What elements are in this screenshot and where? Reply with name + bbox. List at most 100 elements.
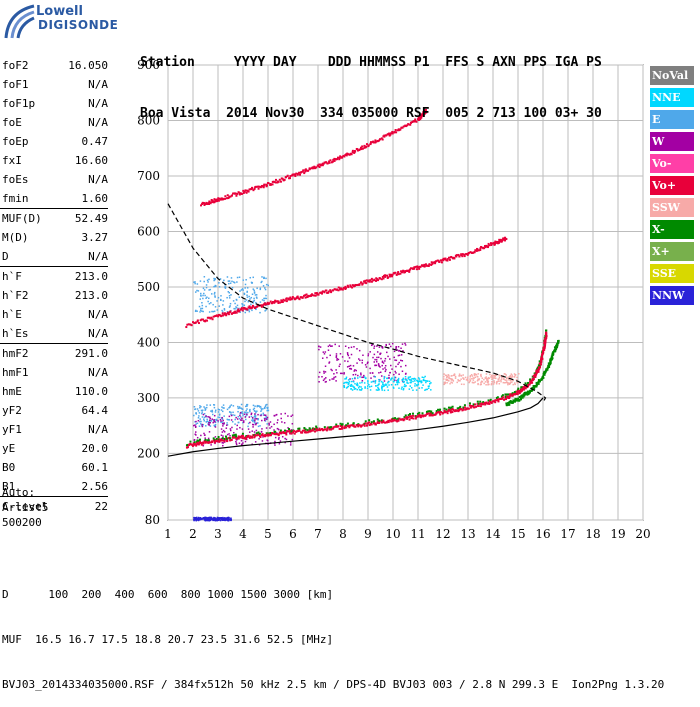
- trace-point: [224, 195, 227, 198]
- trace-point: [303, 429, 306, 432]
- trace-point: [212, 315, 215, 318]
- trace-point: [207, 202, 210, 205]
- trace-point: [223, 437, 226, 440]
- trace-point: [487, 401, 490, 404]
- trace-point: [392, 418, 395, 421]
- trace-point: [365, 282, 368, 285]
- echo-point: [204, 294, 206, 297]
- echo-point: [400, 354, 403, 356]
- echo-point: [235, 416, 237, 419]
- echo-point: [221, 421, 224, 423]
- echo-point: [396, 383, 399, 386]
- echo-point: [401, 370, 404, 373]
- trace-point: [364, 281, 367, 284]
- trace-point: [410, 121, 413, 124]
- y-tick-label: 900: [137, 58, 160, 72]
- echo-point: [222, 311, 224, 313]
- trace-point: [368, 279, 371, 282]
- param-name: h`F2: [2, 289, 29, 302]
- echo-point: [331, 345, 333, 347]
- echo-point: [213, 277, 215, 280]
- auto-program: Artist5: [2, 501, 49, 514]
- echo-point: [469, 379, 472, 382]
- trace-point: [437, 411, 440, 414]
- trace-point: [200, 443, 203, 446]
- echo-point: [195, 420, 197, 423]
- trace-point: [251, 186, 254, 189]
- trace-point: [228, 196, 231, 199]
- param-value: N/A: [88, 97, 108, 110]
- trace-point: [200, 318, 203, 321]
- echo-point: [459, 380, 461, 382]
- trace-point: [437, 408, 440, 411]
- trace-point: [353, 151, 356, 154]
- echo-point: [423, 379, 426, 382]
- param-separator: [0, 266, 108, 267]
- echo-point: [354, 377, 356, 380]
- echo-point: [226, 519, 229, 522]
- trace-point: [479, 405, 482, 408]
- trace-point: [505, 395, 508, 398]
- echo-point: [214, 421, 216, 423]
- trace-point: [332, 427, 335, 430]
- echo-point: [386, 351, 388, 354]
- trace-point: [463, 253, 466, 256]
- echo-point: [378, 346, 381, 348]
- echo-point: [252, 404, 255, 407]
- trace-point: [420, 414, 423, 417]
- trace-point: [339, 422, 342, 425]
- trace-point: [358, 283, 361, 286]
- echo-point: [378, 364, 380, 366]
- echo-point: [239, 412, 242, 414]
- trace-point: [414, 118, 417, 121]
- echo-point: [398, 381, 400, 384]
- echo-point: [367, 382, 369, 384]
- trace-point: [372, 422, 375, 425]
- trace-point: [243, 190, 246, 193]
- trace-point: [431, 262, 434, 265]
- trace-point: [326, 291, 329, 294]
- echo-point: [508, 383, 511, 385]
- echo-point: [363, 374, 365, 377]
- echo-point: [219, 418, 222, 421]
- echo-point: [204, 519, 207, 522]
- echo-point: [401, 343, 404, 345]
- echo-point: [485, 378, 488, 380]
- echo-point: [395, 372, 397, 374]
- trace-point: [361, 145, 364, 148]
- echo-point: [206, 296, 208, 298]
- trace-point: [534, 374, 537, 377]
- echo-point: [199, 311, 201, 313]
- trace-point: [414, 417, 417, 420]
- trace-point: [525, 386, 528, 389]
- trace-point: [205, 201, 208, 204]
- echo-point: [237, 421, 240, 424]
- trace-point: [239, 436, 242, 439]
- station-header: Station YYYY DAY DDD HHMMSS P1 FFS S AXN…: [140, 20, 602, 139]
- echo-point: [211, 418, 213, 420]
- trace-point: [192, 321, 195, 324]
- param-value: 64.4: [81, 404, 109, 417]
- trace-point: [365, 143, 368, 146]
- echo-point: [374, 358, 376, 361]
- trace-point: [480, 245, 483, 248]
- trace-point: [444, 411, 447, 414]
- param-row: yF2 64.4: [0, 401, 110, 420]
- trace-point: [410, 416, 413, 419]
- echo-point: [335, 369, 337, 371]
- trace-point: [524, 391, 527, 394]
- trace-point: [446, 258, 449, 261]
- echo-point: [353, 346, 355, 348]
- trace-point: [538, 366, 541, 369]
- echo-point: [477, 373, 479, 375]
- echo-point: [397, 379, 399, 382]
- echo-point: [447, 379, 449, 382]
- echo-point: [226, 516, 229, 519]
- echo-point: [421, 376, 424, 378]
- echo-point: [510, 376, 513, 378]
- trace-point: [489, 242, 492, 245]
- echo-point: [395, 347, 397, 350]
- trace-point: [412, 267, 415, 270]
- echo-point: [350, 353, 353, 356]
- trace-point: [338, 158, 341, 161]
